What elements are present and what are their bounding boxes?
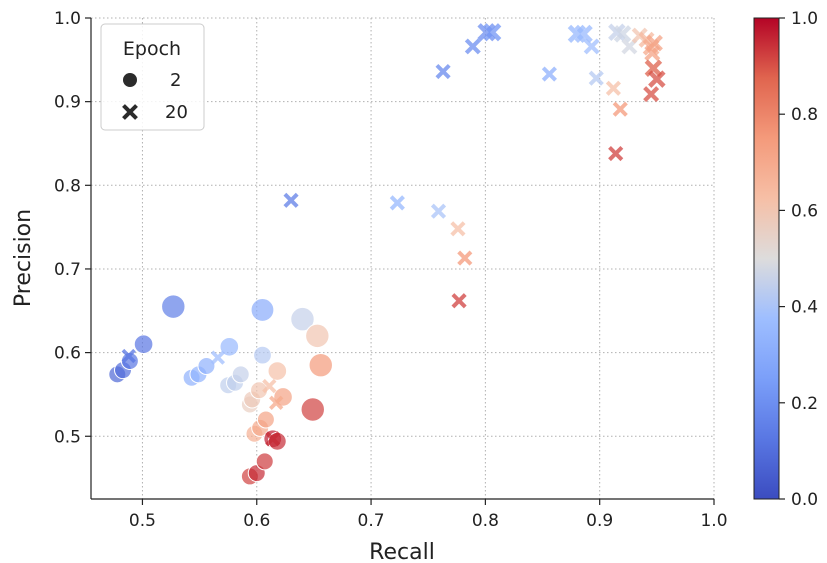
point-epoch-20-0 [121, 348, 136, 364]
point-epoch-20-31 [262, 378, 277, 394]
point-epoch-2-15 [253, 345, 272, 365]
point-epoch-20-18 [644, 45, 661, 62]
point-epoch-20-25 [389, 195, 405, 211]
colorbar-ticks: 0.0 0.2 0.4 0.6 0.8 1.0 [779, 9, 818, 510]
point-epoch-20-32 [269, 395, 284, 410]
point-epoch-2-22 [290, 306, 315, 332]
point-epoch-20-33 [265, 431, 281, 447]
y-tick-label-3: 0.8 [54, 176, 81, 196]
point-epoch-20-23 [643, 86, 660, 103]
x-axis-label: Recall [369, 540, 435, 563]
point-epoch-20-6 [541, 66, 557, 82]
point-epoch-20-2 [435, 63, 451, 80]
point-epoch-2-16 [250, 298, 275, 322]
point-epoch-20-21 [644, 59, 663, 77]
legend: Epoch 2 20 [100, 23, 205, 131]
colorbar-tick-label-5: 1.0 [791, 9, 818, 29]
y-tick-label-1: 0.6 [54, 344, 81, 364]
tick-labels: 0.5 0.6 0.7 0.8 0.9 1.0 0.5 0.6 0.7 0.8 0.9 1.0 [54, 9, 728, 531]
point-epoch-2-7 [197, 356, 216, 375]
colorbar-tick-label-2: 0.4 [791, 298, 818, 318]
point-epoch-20-28 [457, 250, 473, 266]
point-epoch-2-3 [133, 334, 154, 355]
x-tick-label-2: 0.7 [358, 511, 385, 531]
colorbar-tick-label-4: 0.8 [791, 105, 818, 125]
colorbar-tick-label-3: 0.6 [791, 201, 818, 221]
point-epoch-20-1 [283, 192, 299, 208]
point-epoch-20-24 [608, 145, 624, 162]
y-axis-label: Precision [11, 209, 36, 307]
point-epoch-20-30 [210, 350, 226, 365]
point-epoch-20-8 [574, 24, 593, 43]
point-epoch-2-23 [305, 323, 330, 349]
y-tick-label-4: 0.9 [54, 93, 81, 113]
point-epoch-20-3 [464, 38, 481, 55]
point-epoch-20-9 [583, 38, 600, 55]
point-epoch-2-11 [231, 365, 250, 384]
x-tick-label-1: 0.6 [243, 511, 270, 531]
point-epoch-20-22 [648, 70, 666, 88]
data-points [108, 23, 666, 486]
colorbar: 0.0 0.2 0.4 0.6 0.8 1.0 [753, 9, 818, 510]
legend-box [100, 23, 205, 131]
point-epoch-2-25 [300, 397, 325, 422]
point-epoch-20-29 [451, 293, 467, 309]
point-epoch-2-24 [308, 352, 333, 378]
point-epoch-20-12 [613, 25, 632, 43]
y-tick-label-2: 0.7 [54, 260, 81, 280]
point-epoch-20-4 [477, 23, 496, 42]
colorbar-tick-label-1: 0.2 [791, 394, 818, 414]
colorbar-gradient [753, 17, 780, 500]
x-tick-label-5: 1.0 [700, 511, 727, 531]
grid-lines [91, 17, 715, 499]
legend-circle-icon [123, 73, 137, 87]
point-epoch-2-19 [256, 410, 275, 429]
y-tick-label-0: 0.5 [54, 427, 81, 447]
y-tick-label-5: 1.0 [54, 9, 81, 29]
point-epoch-20-19 [605, 80, 621, 96]
x-tick-label-3: 0.8 [472, 511, 499, 531]
x-tick-label-4: 0.9 [586, 511, 613, 531]
point-epoch-20-27 [450, 221, 466, 237]
x-tick-label-0: 0.5 [129, 511, 156, 531]
point-epoch-20-10 [588, 70, 604, 86]
point-epoch-20-26 [430, 203, 447, 219]
point-epoch-20-20 [612, 101, 628, 117]
point-epoch-2-4 [161, 294, 186, 319]
point-epoch-2-28 [255, 452, 274, 471]
colorbar-tick-label-0: 0.0 [791, 490, 818, 510]
point-epoch-20-5 [483, 23, 502, 42]
legend-x-icon [122, 104, 138, 120]
legend-label-2: 2 [170, 70, 181, 91]
point-epoch-2-20 [267, 361, 288, 381]
point-epoch-2-9 [219, 336, 240, 357]
legend-label-20: 20 [165, 102, 188, 123]
legend-title: Epoch [123, 38, 181, 60]
axes [85, 17, 715, 505]
